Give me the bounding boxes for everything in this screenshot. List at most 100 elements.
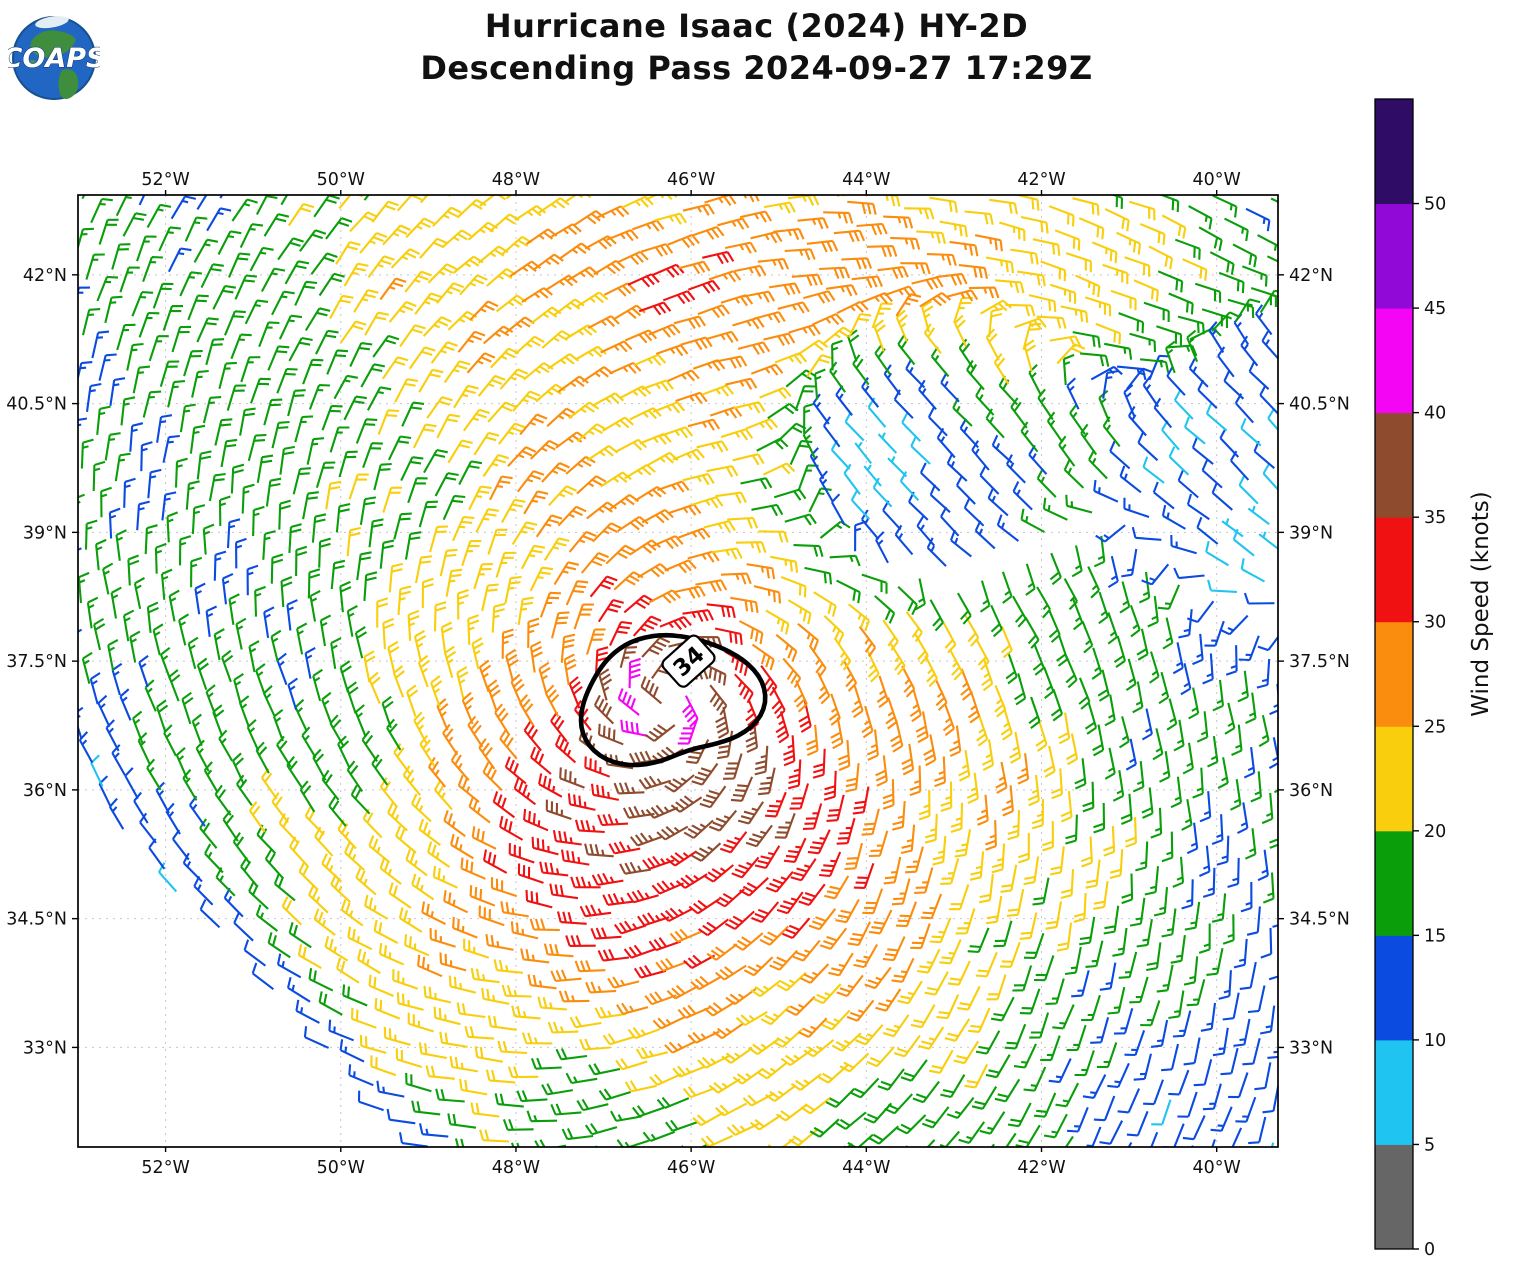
wind-barb <box>279 445 295 475</box>
wind-barb <box>1250 771 1262 803</box>
wind-barb <box>1209 251 1235 275</box>
wind-barb <box>624 329 658 344</box>
wind-barb <box>228 252 251 278</box>
wind-barb <box>967 691 981 724</box>
wind-barb <box>366 386 392 411</box>
wind-barb <box>703 1001 736 1017</box>
wind-barb <box>847 200 877 215</box>
wind-barb <box>344 842 366 871</box>
wind-barb <box>303 1026 330 1049</box>
wind-barb <box>704 195 737 207</box>
wind-barb <box>387 802 408 832</box>
wind-barb <box>387 435 412 461</box>
wind-barb <box>823 211 854 224</box>
colorbar-segment <box>1375 1039 1413 1145</box>
wind-barb <box>966 772 979 805</box>
wind-barb <box>1078 217 1105 240</box>
wind-barb <box>682 609 714 622</box>
wind-barb <box>404 531 422 560</box>
wind-barb <box>206 207 232 232</box>
wind-barb <box>642 855 675 870</box>
wind-barb <box>109 377 126 406</box>
wind-barb <box>862 888 884 915</box>
wind-barb <box>905 358 926 389</box>
wind-barb <box>550 969 582 983</box>
wind-barb <box>492 791 516 819</box>
wind-barb <box>405 848 428 877</box>
wind-barb <box>288 336 313 362</box>
wind-barb <box>246 719 260 752</box>
wind-barb <box>362 808 383 839</box>
wind-barb <box>866 729 879 761</box>
wind-barb <box>985 408 1005 439</box>
wind-barb <box>338 195 364 210</box>
wind-barb <box>956 592 972 625</box>
wind-barb <box>765 791 787 818</box>
wind-barb <box>483 325 514 345</box>
wind-barb <box>393 512 412 540</box>
wind-barb <box>1027 774 1040 807</box>
wind-barb <box>850 489 871 520</box>
wind-barb <box>894 524 914 556</box>
wind-barb <box>1168 990 1185 1020</box>
wind-barb <box>304 646 316 679</box>
wind-barb <box>809 646 827 678</box>
wind-barb <box>593 259 626 276</box>
wind-barb <box>900 262 931 275</box>
wind-barb <box>240 356 261 383</box>
wind-barb <box>382 617 395 649</box>
wind-barb <box>1091 241 1118 264</box>
wind-barb <box>425 1065 455 1080</box>
wind-barb <box>400 456 424 482</box>
wind-barb <box>1243 592 1275 605</box>
wind-barb <box>1135 841 1149 872</box>
wind-barb <box>1080 836 1093 868</box>
wind-barb <box>354 626 368 659</box>
wind-barb <box>750 231 783 244</box>
wind-barb <box>1198 226 1223 252</box>
wind-barb <box>754 745 769 776</box>
wind-barb <box>623 944 657 959</box>
wind-barb <box>999 941 1021 968</box>
wind-barb <box>926 1139 936 1147</box>
wind-barb <box>434 472 459 497</box>
wind-barb <box>678 527 711 540</box>
wind-barb <box>559 242 591 260</box>
wind-barb <box>602 416 634 432</box>
wind-barb <box>918 1026 945 1050</box>
wind-barb <box>945 289 979 302</box>
wind-barb <box>691 762 719 786</box>
wind-barb <box>1103 825 1116 857</box>
wind-barb <box>891 878 911 906</box>
wind-barb <box>798 700 812 733</box>
wind-barb <box>654 212 687 225</box>
wind-barb <box>669 928 703 943</box>
wind-barb <box>1000 864 1018 893</box>
wind-barb <box>552 830 582 846</box>
wind-barb <box>267 932 291 959</box>
wind-barb <box>433 779 453 811</box>
wind-barb <box>901 665 916 698</box>
wind-barb <box>598 1088 632 1101</box>
wind-barb <box>584 756 611 778</box>
wind-barb <box>1028 294 1057 313</box>
wind-barb <box>543 943 574 958</box>
lon-tick-label-bottom: 44°W <box>842 1158 890 1178</box>
wind-barb <box>675 391 708 404</box>
wind-barb <box>985 1054 1011 1079</box>
wind-barb <box>1097 669 1110 702</box>
wind-barb <box>921 300 934 333</box>
wind-barb <box>701 384 735 397</box>
wind-barb <box>863 1102 893 1124</box>
wind-barb <box>875 755 888 787</box>
wind-barb <box>1158 671 1170 705</box>
wind-barb <box>534 1139 567 1147</box>
wind-barb <box>873 319 886 352</box>
wind-barb <box>359 232 388 254</box>
wind-barb <box>1112 927 1128 957</box>
wind-barb <box>769 282 801 296</box>
wind-barb <box>725 987 757 1005</box>
wind-barb <box>1180 663 1192 696</box>
wind-barb <box>116 323 136 351</box>
